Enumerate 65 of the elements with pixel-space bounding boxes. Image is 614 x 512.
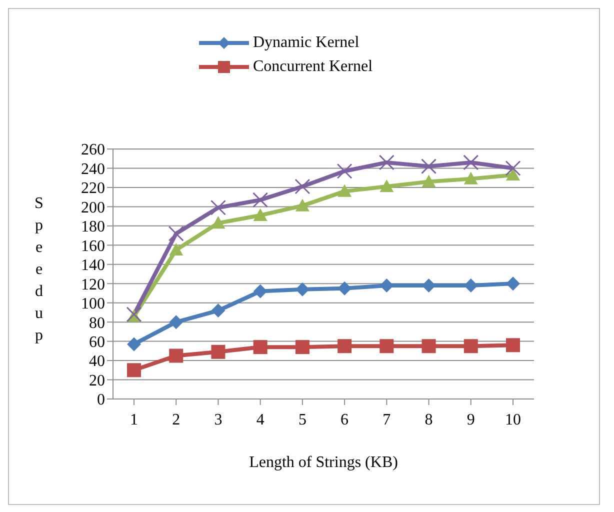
point	[211, 344, 226, 359]
y-tick-label: 100	[81, 296, 105, 313]
point	[464, 339, 478, 354]
point	[295, 198, 310, 212]
point	[421, 158, 437, 174]
y-tick-label: 180	[81, 218, 105, 236]
x-tick-label: 10	[505, 411, 521, 428]
y-tick-label: 140	[81, 257, 105, 274]
y-axis-title: Speedup	[34, 195, 44, 344]
point	[380, 278, 394, 293]
legend-label: Dynamic Kernel	[253, 34, 360, 52]
y-tick-label: 0	[97, 392, 105, 409]
x-tick-label: 2	[172, 411, 180, 428]
point	[380, 339, 394, 354]
point	[506, 168, 520, 181]
point	[422, 339, 436, 354]
point	[506, 338, 520, 352]
y-tick-label: 60	[89, 334, 105, 351]
x-tick-label: 9	[466, 411, 475, 428]
point	[127, 363, 141, 378]
point	[338, 184, 352, 197]
point	[336, 163, 352, 179]
x-tick-label: 4	[256, 411, 264, 428]
point	[506, 276, 520, 291]
y-tick-label: 160	[81, 238, 105, 255]
legend-label: Concurrent Kernel	[253, 58, 373, 76]
point	[295, 282, 310, 296]
point	[463, 154, 479, 170]
point	[169, 242, 184, 256]
point	[464, 172, 478, 184]
y-tick-label: 20	[89, 372, 105, 390]
point	[294, 178, 310, 194]
point	[253, 208, 268, 221]
y-tick-label: 240	[81, 160, 105, 178]
point	[252, 192, 268, 208]
point	[168, 226, 184, 242]
y-tick-label: 200	[81, 199, 105, 216]
y-tick-label: 80	[89, 314, 105, 332]
x-axis-title: Length of Strings (KB)	[249, 454, 398, 471]
point	[253, 340, 268, 354]
point	[295, 340, 310, 354]
y-tick-label: 220	[81, 180, 105, 198]
point	[505, 160, 521, 176]
x-tick-label: 3	[214, 411, 222, 428]
point	[169, 315, 184, 330]
point	[378, 154, 394, 170]
point	[338, 281, 352, 296]
x-tick-label: 5	[298, 411, 306, 428]
y-tick-label: 40	[89, 353, 105, 370]
point	[210, 200, 226, 216]
point	[338, 339, 352, 354]
x-tick-label: 7	[382, 411, 391, 428]
point	[127, 337, 141, 352]
point	[211, 216, 226, 229]
x-tick-label: 1	[130, 411, 138, 428]
point	[380, 180, 394, 192]
y-tick-label: 260	[81, 142, 105, 159]
point	[211, 304, 226, 318]
point	[253, 284, 268, 298]
point	[169, 348, 184, 363]
y-tick-label: 120	[81, 276, 105, 294]
point	[422, 278, 436, 293]
x-tick-label: 8	[424, 411, 433, 428]
x-tick-label: 6	[340, 411, 349, 428]
point	[422, 174, 436, 188]
